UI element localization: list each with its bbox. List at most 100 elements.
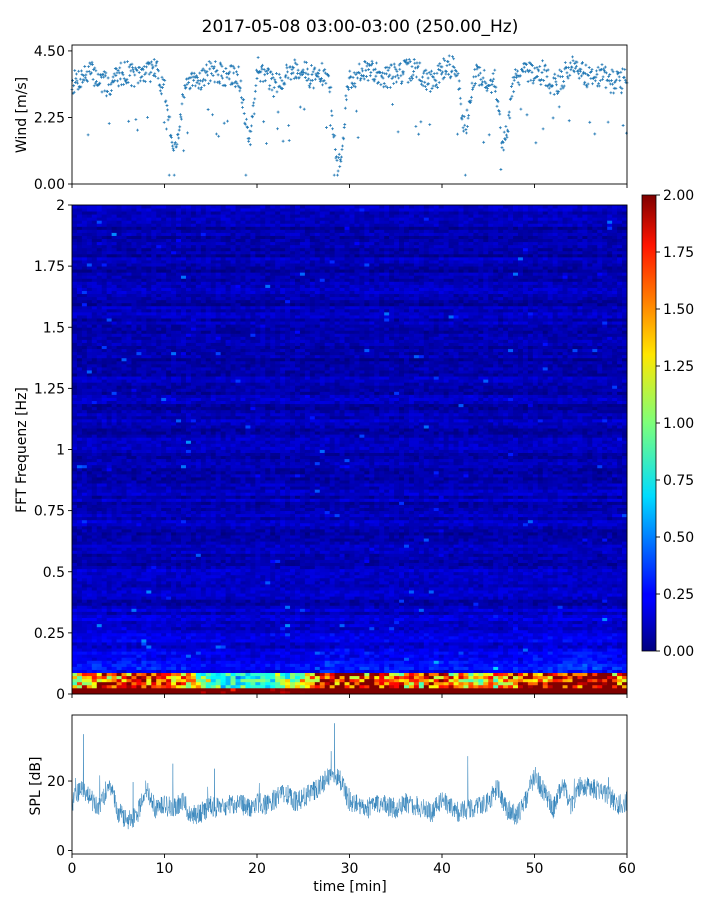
spectrogram-cell bbox=[141, 232, 147, 236]
spectrogram-cell bbox=[121, 635, 127, 640]
spectrogram-cell bbox=[146, 669, 152, 674]
spectrogram-cell bbox=[185, 522, 192, 527]
spectrogram-cell bbox=[181, 544, 187, 548]
spectrogram-cell bbox=[176, 562, 182, 567]
spectrogram-cell bbox=[161, 541, 167, 545]
spectrogram-cell bbox=[86, 324, 93, 328]
wind-point bbox=[553, 77, 557, 81]
spectrogram-cell bbox=[86, 256, 93, 261]
wind-point bbox=[152, 57, 156, 61]
wind-point bbox=[302, 107, 306, 111]
spectrogram-cell bbox=[121, 425, 127, 429]
spectrogram-cell bbox=[185, 376, 192, 380]
spectrogram-cell bbox=[121, 638, 127, 643]
spectrogram-cell bbox=[176, 565, 182, 570]
spectrogram-cell bbox=[86, 345, 93, 350]
spectrogram-cell bbox=[116, 596, 122, 600]
wind-point bbox=[297, 76, 301, 80]
spectrogram-cell bbox=[126, 611, 132, 615]
wind-point bbox=[338, 165, 342, 169]
wind-point bbox=[118, 66, 122, 70]
wind-point bbox=[590, 67, 594, 71]
spectrogram-cell bbox=[106, 348, 113, 353]
spectrogram-cell bbox=[146, 403, 152, 408]
spectrogram-cell bbox=[81, 269, 88, 273]
spectrogram-cell bbox=[81, 495, 88, 499]
spectrogram-cell bbox=[96, 443, 103, 447]
spectrogram-cell bbox=[81, 635, 88, 640]
spectrogram-cell bbox=[151, 379, 157, 383]
spectrogram-cell bbox=[181, 305, 187, 310]
spectrogram-cell bbox=[91, 620, 98, 625]
spectrogram-cell bbox=[131, 495, 137, 499]
spectrogram-cell bbox=[81, 638, 88, 643]
wind-point bbox=[540, 78, 543, 82]
spectrogram-cell bbox=[126, 366, 132, 371]
spectrogram-cell bbox=[156, 568, 162, 573]
spectrogram-cell bbox=[166, 483, 172, 487]
spectrogram-cell bbox=[101, 351, 108, 356]
spectrogram-cell bbox=[141, 315, 147, 319]
spectrogram-cell bbox=[156, 223, 162, 227]
spectrogram-cell bbox=[81, 522, 88, 527]
spectrogram-cell bbox=[181, 599, 187, 603]
wind-point bbox=[406, 80, 410, 84]
spectrogram-cell bbox=[72, 428, 78, 432]
spectrogram-cell bbox=[185, 486, 192, 490]
spectrogram-cell bbox=[101, 651, 108, 655]
spectrogram-cell bbox=[181, 562, 187, 567]
spectrogram-cell bbox=[96, 287, 103, 291]
wind-point bbox=[437, 81, 441, 84]
spectrogram-cell bbox=[91, 663, 98, 667]
spectrogram-cell bbox=[72, 302, 78, 307]
wind-point bbox=[555, 89, 559, 93]
spectrogram-cell bbox=[171, 593, 177, 597]
spectrogram-cell bbox=[126, 449, 132, 453]
spectrogram-cell bbox=[86, 568, 93, 573]
spectrogram-cell bbox=[72, 330, 78, 334]
spectrogram-cell bbox=[141, 223, 147, 227]
spectrogram-cell bbox=[116, 663, 122, 667]
spectrogram-cell bbox=[86, 678, 93, 683]
spectrogram-cell bbox=[101, 409, 108, 414]
wind-point bbox=[604, 86, 608, 90]
spectrogram-cell bbox=[111, 293, 117, 298]
wind-point bbox=[295, 63, 299, 66]
spectrogram-cell bbox=[121, 461, 127, 466]
spectrogram-cell bbox=[146, 241, 152, 246]
spectrogram-cell bbox=[96, 477, 103, 481]
spectrogram-cell bbox=[72, 403, 78, 408]
spectrogram-cell bbox=[171, 483, 177, 487]
spectrogram-cell bbox=[76, 516, 83, 521]
spectrogram-cell bbox=[166, 345, 172, 350]
spectrogram-cell bbox=[156, 281, 162, 285]
wind-point bbox=[72, 84, 76, 88]
spectrogram-cell bbox=[91, 525, 98, 530]
wind-point bbox=[183, 84, 187, 87]
wind-point bbox=[106, 76, 110, 80]
spectrogram-cell bbox=[166, 614, 172, 618]
wind-point bbox=[430, 69, 433, 73]
spectrogram-cell bbox=[101, 327, 108, 331]
wind-point bbox=[412, 58, 416, 61]
spectrogram-cell bbox=[86, 645, 93, 649]
wind-point bbox=[575, 60, 579, 64]
spectrogram-cell bbox=[166, 666, 172, 670]
spectrogram-cell bbox=[156, 541, 162, 545]
spectrogram-cell bbox=[106, 580, 113, 585]
spectrogram-cell bbox=[136, 327, 142, 331]
wind-point bbox=[418, 61, 422, 65]
spectrogram-cell bbox=[141, 244, 147, 249]
spectrogram-cell bbox=[81, 238, 88, 243]
spectrogram-cell bbox=[72, 226, 78, 230]
spectrogram-cell bbox=[106, 437, 113, 441]
wind-point bbox=[235, 70, 238, 74]
wind-point bbox=[585, 83, 588, 87]
spectrogram-cell bbox=[181, 535, 187, 539]
spectrogram-cell bbox=[72, 266, 78, 270]
wind-point bbox=[573, 66, 577, 70]
spectrogram-cell bbox=[171, 669, 177, 674]
wind-point bbox=[304, 71, 308, 75]
spectrogram-cell bbox=[171, 470, 177, 475]
spectrogram-cell bbox=[166, 397, 172, 401]
